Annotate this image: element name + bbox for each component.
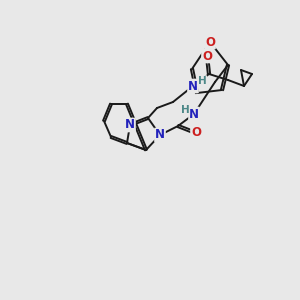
Text: H: H xyxy=(198,76,206,86)
Text: H: H xyxy=(181,105,189,115)
Text: N: N xyxy=(188,80,198,92)
Text: N: N xyxy=(155,128,165,142)
Text: N: N xyxy=(125,118,135,131)
Text: N: N xyxy=(189,107,199,121)
Text: O: O xyxy=(202,50,212,62)
Text: O: O xyxy=(191,127,201,140)
Text: O: O xyxy=(205,35,215,49)
